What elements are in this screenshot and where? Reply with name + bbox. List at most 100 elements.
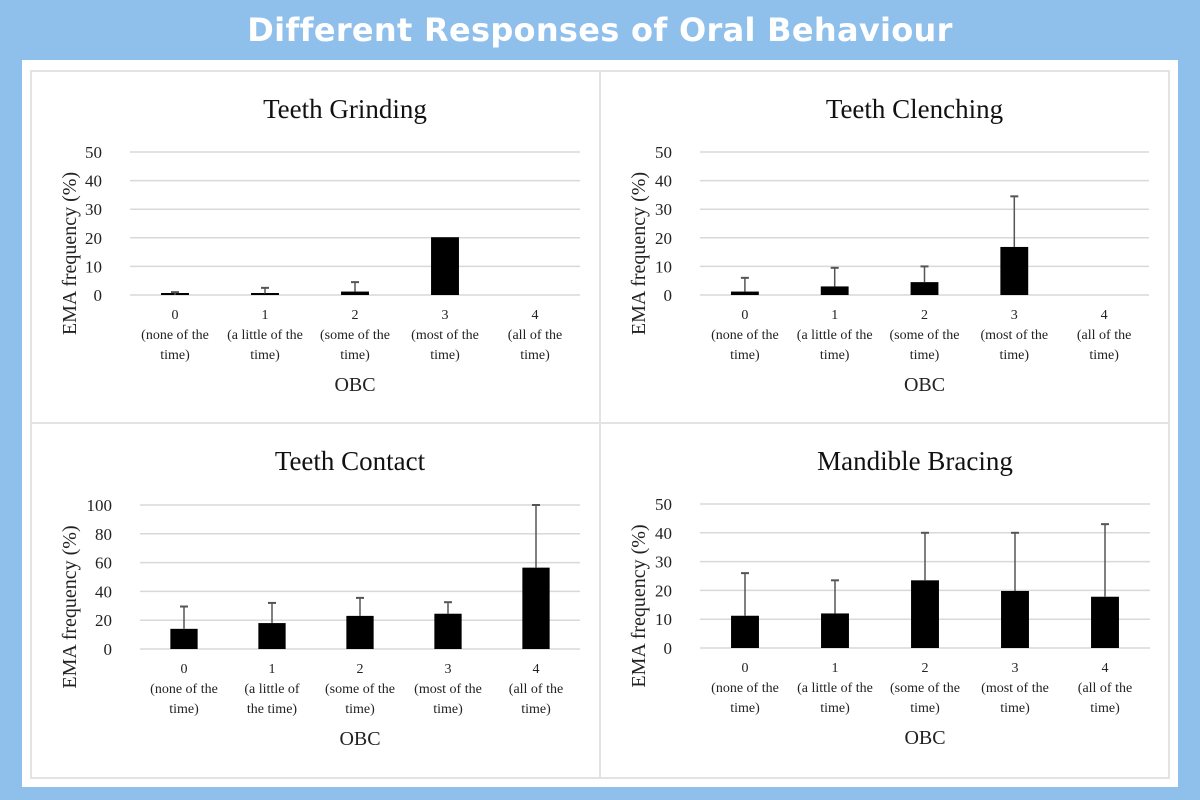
x-tick-label: (most of the (414, 682, 482, 697)
x-tick-label: 2 (352, 308, 359, 323)
x-tick-label: time) (910, 701, 940, 716)
y-tick-label: 50 (655, 143, 672, 162)
x-tick-label: 2 (357, 662, 364, 677)
bar (522, 567, 550, 649)
x-tick-label: 2 (922, 661, 929, 676)
x-tick-label: 0 (742, 661, 749, 676)
x-tick-label: (all of the (1078, 681, 1132, 696)
y-tick-label: 20 (655, 581, 672, 600)
x-tick-label: time) (345, 702, 375, 717)
y-axis-label: EMA frequency (%) (59, 525, 81, 688)
y-tick-label: 0 (664, 286, 673, 305)
y-tick-label: 20 (95, 611, 112, 630)
x-tick-label: (most of the (981, 681, 1049, 696)
x-tick-label: 4 (1101, 308, 1108, 323)
x-tick-label: time) (430, 348, 460, 363)
bar (1001, 590, 1029, 648)
x-tick-label: (all of the (508, 328, 562, 343)
y-tick-label: 40 (655, 524, 672, 543)
x-tick-label: time) (1090, 701, 1120, 716)
x-tick-label: (all of the (509, 682, 563, 697)
bar (251, 293, 279, 295)
chart-panel-teeth-clenching: Teeth Clenching 0 10 20 30 40 50 EMA frequency … (599, 70, 1170, 424)
bar (731, 615, 759, 648)
y-tick-label: 20 (655, 229, 672, 248)
x-tick-label: (most of the (411, 328, 479, 343)
chart-title: Mandible Bracing (817, 446, 1013, 476)
x-tick-label: (a little of the (797, 328, 873, 343)
y-tick-label: 30 (85, 200, 102, 219)
bar (1091, 596, 1119, 648)
chart-title: Teeth Contact (275, 446, 426, 476)
x-tick-label: time) (730, 348, 760, 363)
chart-panel-teeth-contact: Teeth Contact 0 20 40 60 80 100 EMA frequency (… (30, 422, 601, 779)
y-tick-label: 10 (655, 257, 672, 276)
bar (821, 613, 849, 648)
y-axis-label: EMA frequency (%) (59, 172, 81, 335)
x-tick-label: time) (820, 348, 850, 363)
bar (258, 623, 286, 649)
x-tick-label: 4 (533, 662, 540, 677)
x-tick-label: (none of the (711, 328, 779, 343)
x-tick-label: time) (521, 702, 551, 717)
x-tick-label: 3 (1011, 308, 1018, 323)
x-tick-label: time) (520, 348, 550, 363)
x-tick-label: (a little of the (227, 328, 303, 343)
x-tick-label: time) (433, 702, 463, 717)
x-tick-label: (some of the (890, 681, 960, 696)
x-tick-label: 2 (921, 308, 928, 323)
x-tick-label: (some of the (325, 682, 395, 697)
x-tick-label: time) (340, 348, 370, 363)
y-tick-label: 30 (655, 553, 672, 572)
x-tick-label: 0 (172, 308, 179, 323)
y-tick-label: 0 (94, 286, 103, 305)
x-tick-label: time) (250, 348, 280, 363)
page-title: Different Responses of Oral Behaviour (247, 11, 953, 49)
figure-sheet: Teeth Grinding 0 10 20 30 40 50 EMA frequency (… (22, 60, 1178, 787)
x-tick-label: 3 (442, 308, 449, 323)
x-tick-label: 1 (832, 661, 839, 676)
y-axis-label: EMA frequency (%) (628, 172, 650, 335)
y-tick-label: 0 (664, 639, 673, 658)
bar (730, 291, 759, 295)
y-tick-label: 40 (85, 172, 102, 191)
bar (910, 282, 939, 295)
x-tick-label: 0 (181, 662, 188, 677)
x-tick-label: time) (1089, 348, 1119, 363)
y-tick-label: 60 (95, 554, 112, 573)
x-tick-label: (a little of (244, 682, 300, 697)
x-tick-label: (a little of the (797, 681, 873, 696)
x-tick-label: 1 (269, 662, 276, 677)
x-tick-label: time) (1000, 701, 1030, 716)
x-tick-label: time) (1000, 348, 1030, 363)
x-tick-label: time) (820, 701, 850, 716)
x-tick-label: time) (910, 348, 940, 363)
y-tick-label: 40 (655, 172, 672, 191)
y-tick-label: 100 (87, 496, 113, 515)
chart-panel-teeth-grinding: Teeth Grinding 0 10 20 30 40 50 EMA frequency (… (30, 70, 601, 424)
x-tick-label: (all of the (1077, 328, 1131, 343)
y-tick-label: 80 (95, 525, 112, 544)
x-tick-label: the time) (247, 702, 297, 717)
y-tick-label: 20 (85, 229, 102, 248)
x-tick-label: (some of the (890, 328, 960, 343)
y-tick-label: 40 (95, 582, 112, 601)
y-tick-label: 30 (655, 200, 672, 219)
chart-panel-mandible-bracing: Mandible Bracing 0 10 20 30 40 50 EMA frequency… (599, 422, 1170, 779)
x-tick-label: 3 (1012, 661, 1019, 676)
bar (431, 237, 459, 295)
y-tick-label: 0 (104, 640, 113, 659)
y-tick-label: 50 (655, 495, 672, 514)
y-axis-label: EMA frequency (%) (628, 524, 650, 687)
chart-title: Teeth Clenching (826, 94, 1003, 124)
bar (1000, 246, 1029, 295)
x-axis-label: OBC (904, 374, 945, 396)
bar (346, 615, 374, 649)
chart-title: Teeth Grinding (263, 94, 427, 124)
bar (170, 628, 198, 649)
x-tick-label: 1 (831, 308, 838, 323)
bar (434, 613, 462, 649)
x-tick-label: 3 (445, 662, 452, 677)
